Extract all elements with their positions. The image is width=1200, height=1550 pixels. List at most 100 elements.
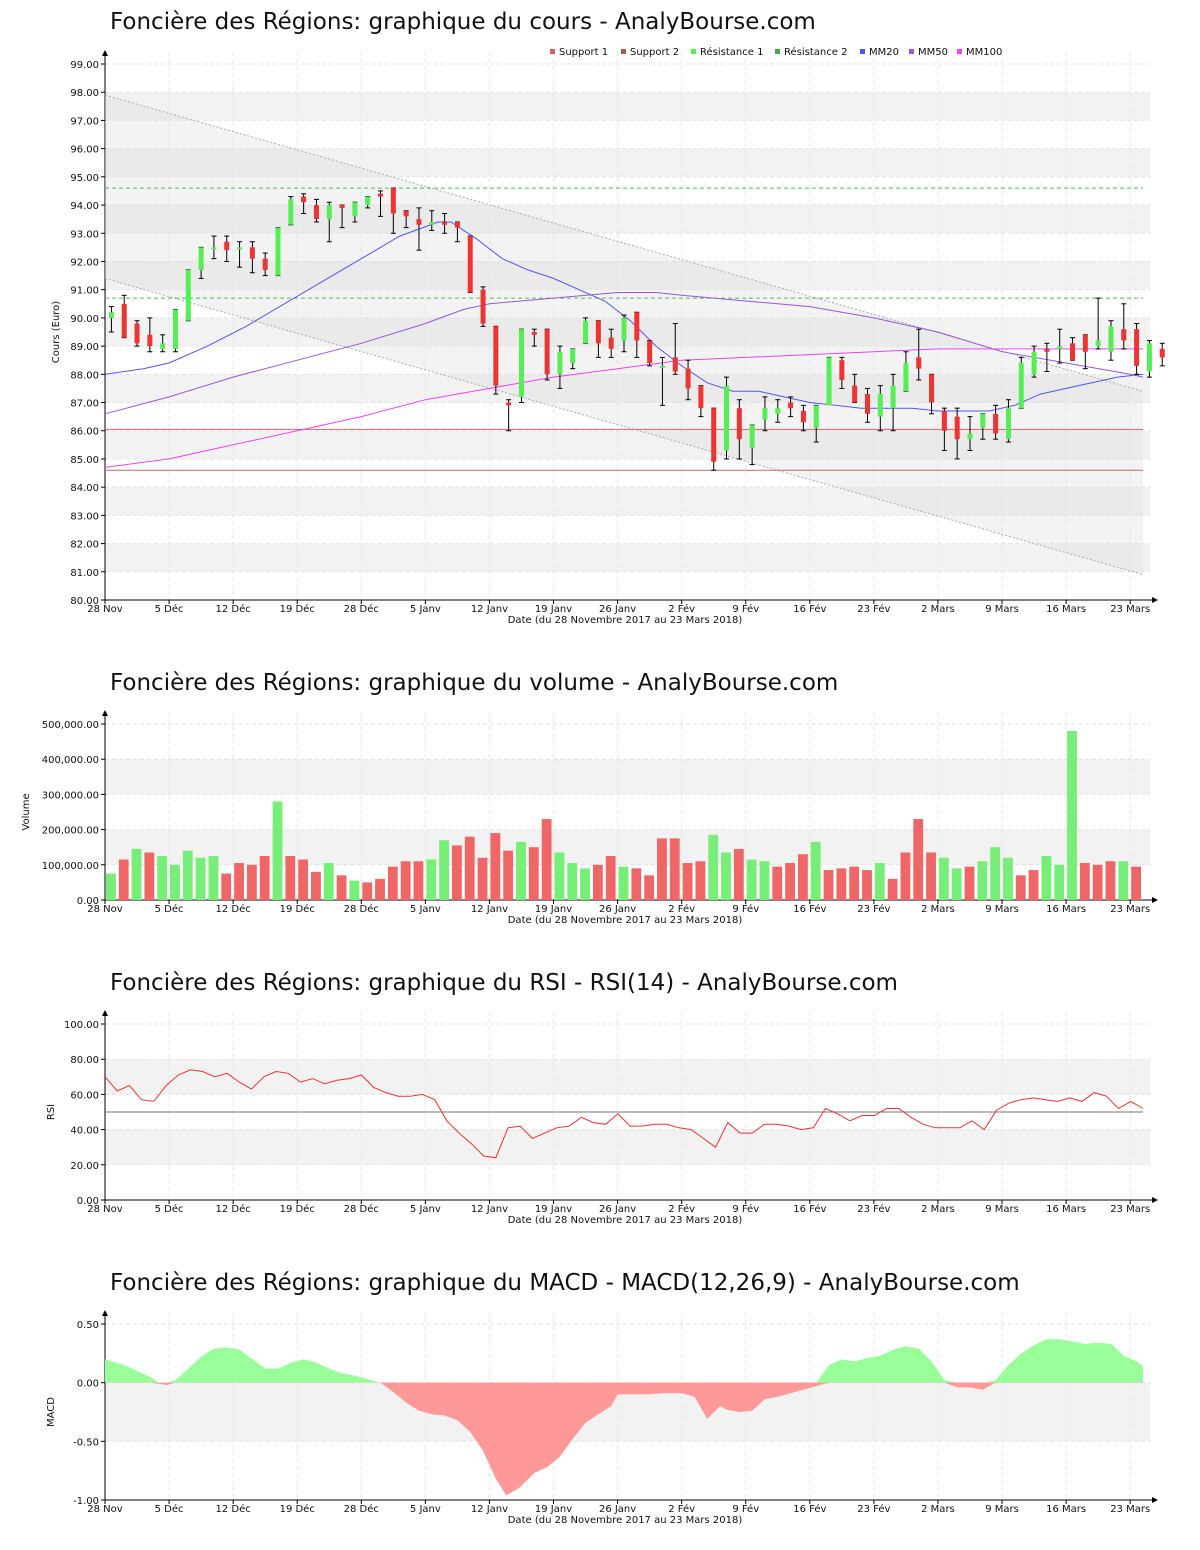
volume-panel: Foncière des Régions: graphique du volum… [0,660,1200,940]
x-tick-label: 23 Mars [1110,1204,1150,1215]
volume-bar [1041,856,1052,900]
x-tick-label: 23 Fév [857,1503,890,1515]
y-tick-label: 95.00 [70,173,99,184]
x-tick-label: 16 Fév [793,903,826,915]
candle-body [403,210,409,217]
x-tick-label: 16 Fév [793,1203,826,1215]
x-tick-label: 9 Fév [732,903,759,915]
volume-bar [785,863,795,900]
candle-body [390,188,396,214]
volume-bar [977,861,988,900]
x-tick-label: 23 Mars [1110,604,1150,615]
candle-body [313,205,319,220]
volume-bar [887,878,898,900]
x-tick-label: 5 Déc [155,903,184,915]
volume-bar [1092,864,1103,900]
candle-body [736,408,742,440]
volume-bar [657,838,667,900]
y-tick-label: 0.00 [77,1196,99,1207]
legend-label: Support 2 [630,47,679,58]
candle-body [198,247,204,270]
candle-body [916,357,922,369]
x-tick-label: 2 Fév [668,603,695,615]
y-tick-label: 80.00 [70,596,99,607]
volume-bar [490,833,501,900]
x-tick-label: 5 Janv [410,604,441,615]
volume-bar [1015,875,1026,900]
x-tick-label: 16 Mars [1046,1504,1086,1515]
price-panel: Foncière des Régions: graphique du cours… [0,0,1200,640]
x-tick-label: 28 Nov [87,1504,123,1515]
volume-bar [721,852,731,900]
x-tick-label: 19 Déc [280,1203,315,1215]
volume-bar [964,866,975,900]
candle-body [1108,326,1114,352]
x-tick-label: 5 Janv [410,904,441,915]
candle-body [211,247,217,250]
volume-bar [1131,866,1141,900]
candle-body [672,357,678,372]
candle-body [365,196,371,206]
y-axis-title: MACD [46,1397,57,1427]
candle-body [980,413,986,428]
x-tick-label: 12 Déc [216,603,251,615]
candle-body [416,219,422,225]
candle-body [1044,348,1050,352]
x-axis-arrow [1152,897,1158,903]
x-tick-label: 9 Mars [985,1204,1019,1215]
volume-bar [234,863,244,900]
candle-body [954,416,960,440]
candle-body [275,227,281,276]
candle-body [557,351,563,375]
volume-bar [1067,731,1077,900]
y-tick-label: 97.00 [70,116,99,127]
x-tick-label: 5 Déc [155,603,184,615]
y-tick-label: 91.00 [70,286,99,297]
volume-bar [118,859,129,900]
y-tick-label: 85.00 [70,455,99,466]
candle-body [506,402,512,406]
volume-bar [106,873,116,900]
volume-bar [798,854,808,900]
volume-bar [772,866,783,900]
candle-body [1159,348,1165,358]
legend-label: MM50 [918,47,948,58]
candle-body [967,433,973,440]
y-tick-label: 89.00 [70,342,99,353]
volume-bar [1079,863,1090,900]
volume-bar [400,861,411,900]
x-axis-title: Date (du 28 Novembre 2017 au 23 Mars 201… [508,915,743,926]
y-tick-label: 93.00 [70,229,99,240]
volume-bar [221,873,232,900]
candle-body [544,329,550,375]
candle-body [172,309,178,349]
y-tick-label: 87.00 [70,399,99,410]
y-axis-title: Cours (Euro) [51,301,62,364]
y-tick-label: 99.00 [70,60,99,71]
volume-bar [708,834,719,900]
x-tick-label: 16 Mars [1046,904,1086,915]
volume-bar [1054,864,1065,900]
volume-bar [439,840,449,900]
y-tick-label: 88.00 [70,370,99,381]
volume-bar [477,857,488,900]
volume-bar [144,852,155,900]
y-tick-label: 100,000.00 [42,861,99,872]
volume-bar [810,841,821,900]
x-tick-label: 9 Mars [985,604,1019,615]
candle-body [237,247,243,250]
x-tick-label: 12 Janv [471,904,508,915]
candle-body [1057,346,1063,349]
price-chart-title: Foncière des Régions: graphique du cours… [110,9,816,35]
x-tick-label: 28 Nov [87,604,123,615]
volume-bar [1118,861,1129,900]
mm20-line [104,221,1144,412]
legend-swatch [957,49,962,54]
candle-body [147,334,153,347]
volume-bar [413,861,424,900]
y-tick-label: 80.00 [70,1055,99,1066]
y-tick-label: 0.00 [77,1379,99,1390]
volume-bar [849,866,860,900]
x-tick-label: 26 Janv [599,604,636,615]
y-tick-label: 60.00 [70,1090,99,1101]
